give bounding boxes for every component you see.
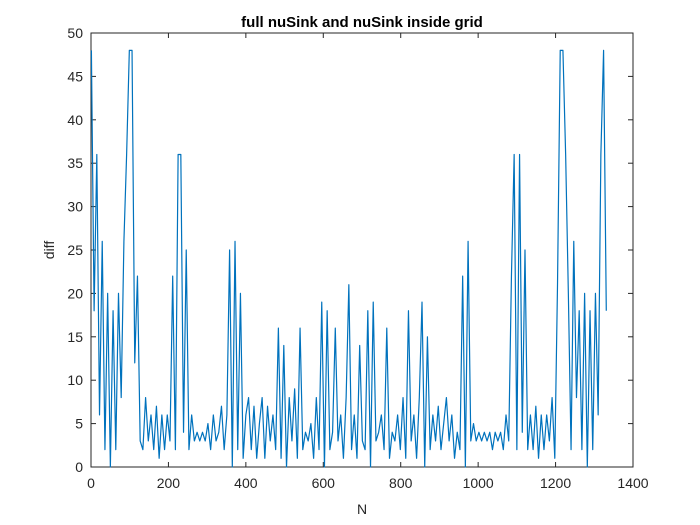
y-tick-label: 20 (67, 285, 83, 301)
chart-title: full nuSink and nuSink inside grid (241, 14, 483, 31)
y-tick-label: 15 (67, 329, 83, 345)
x-tick-label: 1000 (463, 475, 494, 491)
x-tick-label: 600 (312, 475, 336, 491)
y-tick-label: 40 (67, 112, 83, 128)
x-tick-label: 800 (389, 475, 413, 491)
y-tick-label: 10 (67, 372, 83, 388)
x-tick-label: 1400 (617, 475, 648, 491)
x-tick-label: 1200 (540, 475, 571, 491)
data-line (90, 49, 607, 468)
y-tick-label: 25 (67, 242, 83, 258)
x-tick-label: 200 (157, 475, 181, 491)
y-tick-label: 50 (67, 25, 83, 41)
y-axis-label: diff (41, 241, 57, 260)
x-tick-label: 0 (87, 475, 95, 491)
y-tick-label: 0 (75, 459, 83, 475)
y-tick-label: 30 (67, 199, 83, 215)
x-axis-label: N (357, 501, 367, 517)
y-tick-label: 35 (67, 155, 83, 171)
y-tick-label: 45 (67, 68, 83, 84)
x-tick-label: 400 (234, 475, 258, 491)
y-tick-label: 5 (75, 416, 83, 432)
